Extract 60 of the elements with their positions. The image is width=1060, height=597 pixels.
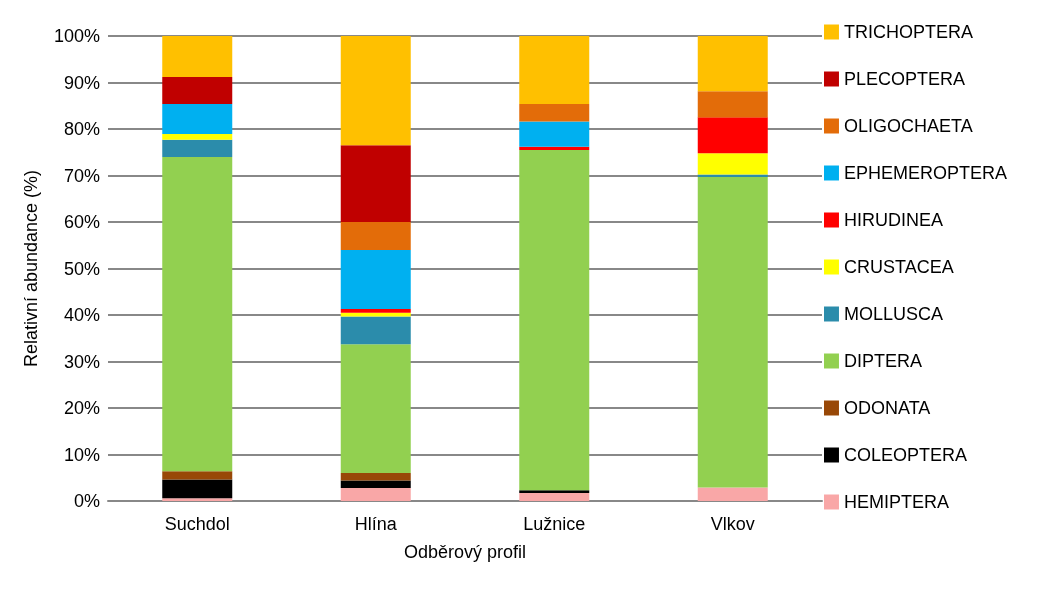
legend-label: ODONATA (843, 398, 931, 418)
bar (697, 36, 768, 92)
bar (162, 471, 233, 480)
legend-label: TRICHOPTERA (843, 22, 973, 42)
bar (697, 153, 768, 175)
bar (162, 134, 233, 140)
legend-label: PLECOPTERA (843, 69, 966, 89)
bar (697, 91, 768, 118)
x-tick-label: Lužnice (523, 514, 586, 534)
legend-label: MOLLUSCA (843, 304, 943, 324)
bar (519, 146, 590, 150)
bar (340, 316, 411, 345)
bar (340, 36, 411, 146)
bar (162, 76, 233, 104)
bar (340, 480, 411, 488)
bar (697, 176, 768, 488)
legend-label: EPHEMEROPTERA (843, 163, 1007, 183)
y-tick-label: 90% (63, 72, 100, 93)
bar (519, 149, 590, 491)
legend-label: HIRUDINEA (843, 210, 943, 230)
bar (162, 36, 233, 77)
bar (162, 139, 233, 157)
bar (162, 479, 233, 499)
bar (340, 249, 411, 309)
bar (340, 487, 411, 501)
y-tick-label: 20% (63, 398, 100, 418)
bar (697, 487, 768, 501)
y-tick-label: 30% (63, 351, 100, 372)
y-axis-title: Relativní abundance (%) (21, 169, 41, 368)
bar (340, 473, 411, 481)
bar (340, 308, 411, 313)
legend-label: DIPTERA (843, 351, 922, 371)
legend-label: COLEOPTERA (843, 445, 967, 465)
x-tick-label: Hlína (354, 514, 398, 534)
x-axis-title: Odběrový profil (403, 542, 527, 562)
y-tick-label: 60% (63, 212, 100, 232)
y-tick-label: 10% (63, 444, 100, 465)
y-tick-label: 40% (63, 305, 100, 325)
legend-label: HEMIPTERA (843, 492, 949, 512)
y-tick-label: 0% (73, 491, 100, 511)
bar (162, 156, 233, 472)
bar (519, 36, 590, 104)
x-tick-label: Vlkov (710, 514, 755, 534)
bar (162, 103, 233, 135)
bar (519, 121, 590, 147)
y-tick-label: 70% (63, 165, 100, 186)
bar (340, 222, 411, 250)
bar (340, 145, 411, 222)
legend-label: CRUSTACEA (843, 257, 954, 277)
y-tick-label: 80% (63, 119, 100, 139)
y-tick-label: 100% (53, 26, 100, 46)
y-tick-label: 50% (63, 258, 100, 279)
bar (340, 344, 411, 474)
bar (697, 117, 768, 154)
bar (519, 103, 590, 122)
x-tick-label: Suchdol (164, 514, 230, 534)
legend-label: OLIGOCHAETA (843, 116, 973, 136)
bar (162, 498, 233, 501)
bar (519, 490, 590, 494)
bar (519, 493, 590, 501)
